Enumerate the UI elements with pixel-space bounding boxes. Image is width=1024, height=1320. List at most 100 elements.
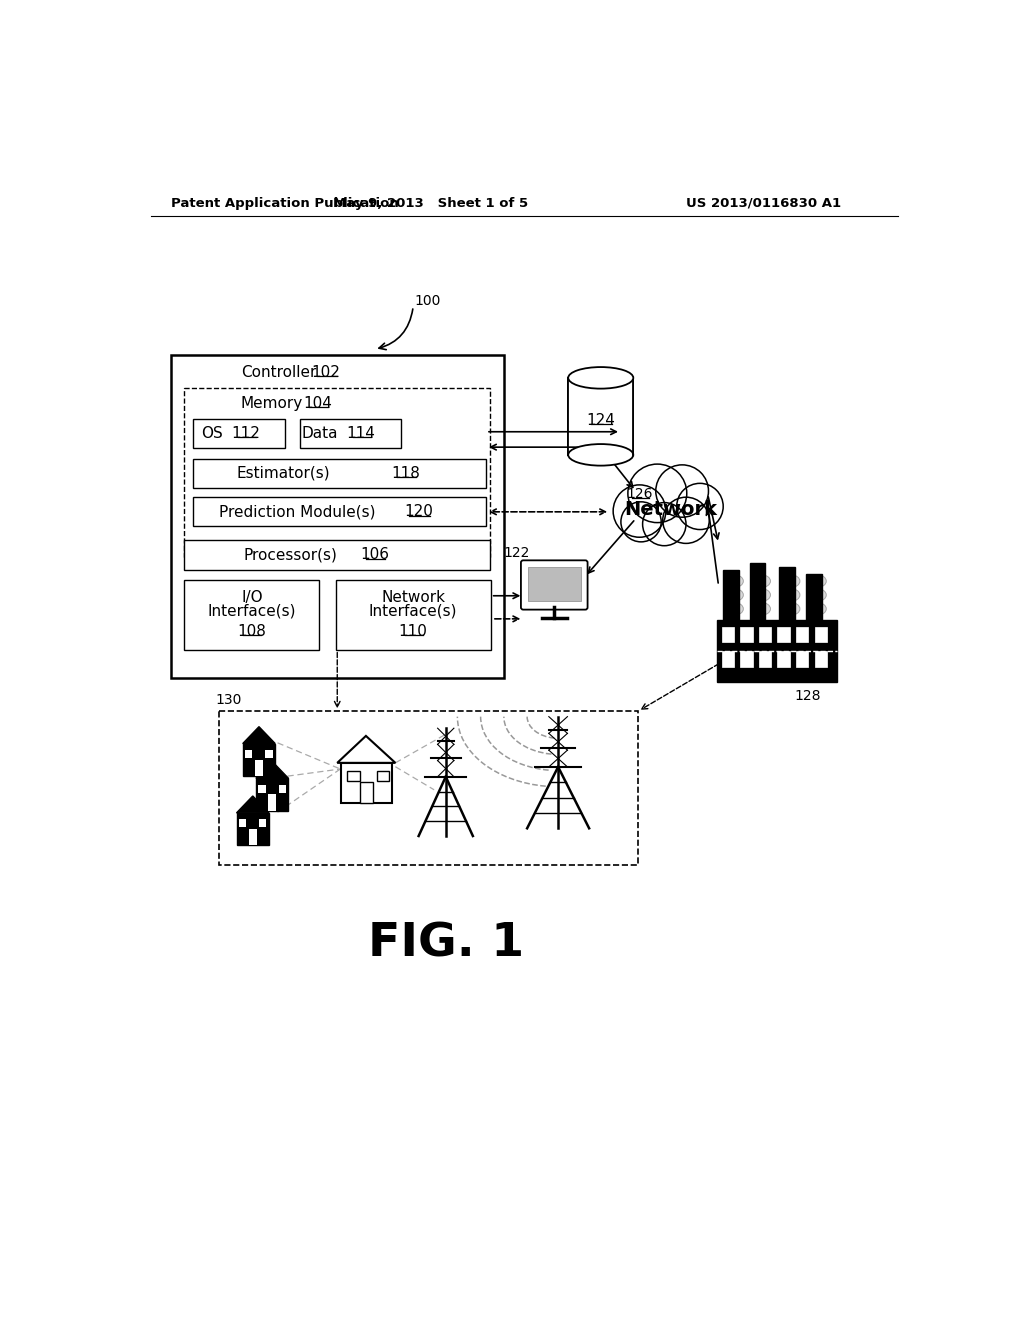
Ellipse shape <box>754 576 770 587</box>
Text: I/O: I/O <box>242 590 263 605</box>
Circle shape <box>643 503 686 545</box>
Polygon shape <box>237 796 269 813</box>
Bar <box>183 540 489 570</box>
Ellipse shape <box>783 589 800 601</box>
Bar <box>183 388 489 557</box>
Bar <box>777 651 790 667</box>
Bar <box>258 784 265 793</box>
Circle shape <box>628 465 687 523</box>
Bar <box>722 651 734 667</box>
Bar <box>300 418 400 447</box>
Text: Prediction Module(s): Prediction Module(s) <box>219 504 375 519</box>
Circle shape <box>613 484 666 537</box>
Bar <box>568 378 633 455</box>
Text: 112: 112 <box>231 426 260 441</box>
Bar <box>243 743 275 776</box>
Bar <box>377 771 389 781</box>
Text: 104: 104 <box>303 396 333 411</box>
Ellipse shape <box>726 589 743 601</box>
Ellipse shape <box>568 367 633 388</box>
Bar <box>183 581 319 649</box>
Ellipse shape <box>783 603 800 615</box>
Bar <box>815 651 827 667</box>
Bar <box>246 750 253 758</box>
Text: Controller: Controller <box>242 364 316 380</box>
Text: Data: Data <box>302 426 339 441</box>
Text: 108: 108 <box>238 623 266 639</box>
Bar <box>777 627 790 642</box>
Text: Interface(s): Interface(s) <box>369 603 458 619</box>
Bar <box>171 355 504 678</box>
Bar <box>341 763 391 803</box>
Bar <box>740 651 753 667</box>
Text: 106: 106 <box>360 548 389 562</box>
Text: OS: OS <box>201 426 222 441</box>
FancyBboxPatch shape <box>521 560 588 610</box>
Ellipse shape <box>809 589 826 601</box>
Bar <box>740 627 753 642</box>
Text: 122: 122 <box>504 546 530 561</box>
Ellipse shape <box>783 576 800 587</box>
Text: US 2013/0116830 A1: US 2013/0116830 A1 <box>686 197 841 210</box>
Bar <box>268 795 276 810</box>
Polygon shape <box>243 726 275 743</box>
Text: Patent Application Publication: Patent Application Publication <box>171 197 398 210</box>
Text: 124: 124 <box>587 413 615 428</box>
Circle shape <box>655 465 709 517</box>
Bar <box>279 784 286 793</box>
Bar <box>240 820 246 828</box>
Text: 126: 126 <box>627 487 652 502</box>
Ellipse shape <box>809 603 826 615</box>
Bar <box>759 651 771 667</box>
Text: FIG. 1: FIG. 1 <box>368 921 524 966</box>
Bar <box>347 771 359 781</box>
Ellipse shape <box>754 589 770 601</box>
Polygon shape <box>337 737 395 763</box>
Bar <box>219 711 638 866</box>
Bar <box>336 581 490 649</box>
Bar <box>759 627 771 642</box>
Bar <box>806 574 821 620</box>
Ellipse shape <box>726 576 743 587</box>
Text: 110: 110 <box>398 623 428 639</box>
Text: May 9, 2013   Sheet 1 of 5: May 9, 2013 Sheet 1 of 5 <box>333 197 527 210</box>
Text: Interface(s): Interface(s) <box>208 603 296 619</box>
Text: Processor(s): Processor(s) <box>244 548 338 562</box>
Bar <box>779 566 795 620</box>
Ellipse shape <box>754 603 770 615</box>
Bar <box>256 779 289 810</box>
Bar <box>796 651 809 667</box>
Polygon shape <box>256 762 289 779</box>
Text: 118: 118 <box>391 466 420 480</box>
Ellipse shape <box>568 444 633 466</box>
Bar <box>237 813 269 845</box>
Circle shape <box>677 483 723 529</box>
Circle shape <box>621 502 662 543</box>
Ellipse shape <box>726 603 743 615</box>
Bar <box>259 820 266 828</box>
Text: 128: 128 <box>795 689 821 702</box>
FancyArrowPatch shape <box>379 309 413 350</box>
Text: 102: 102 <box>311 364 340 380</box>
Ellipse shape <box>809 576 826 587</box>
Bar <box>194 418 285 447</box>
Bar <box>750 562 765 620</box>
Bar <box>249 829 257 845</box>
Bar <box>815 627 827 642</box>
Bar <box>722 627 734 642</box>
Text: Estimator(s): Estimator(s) <box>237 466 330 480</box>
Bar <box>796 627 809 642</box>
Text: 100: 100 <box>415 294 441 308</box>
Text: Memory: Memory <box>241 396 302 411</box>
Bar <box>717 620 838 682</box>
Bar <box>194 459 486 488</box>
Circle shape <box>663 498 710 544</box>
Text: 130: 130 <box>216 693 242 708</box>
Text: 114: 114 <box>346 426 375 441</box>
Text: Network: Network <box>624 500 717 519</box>
Bar <box>194 498 486 527</box>
Bar <box>359 781 373 803</box>
Bar <box>255 760 263 776</box>
Bar <box>528 568 581 601</box>
Bar <box>265 750 272 758</box>
